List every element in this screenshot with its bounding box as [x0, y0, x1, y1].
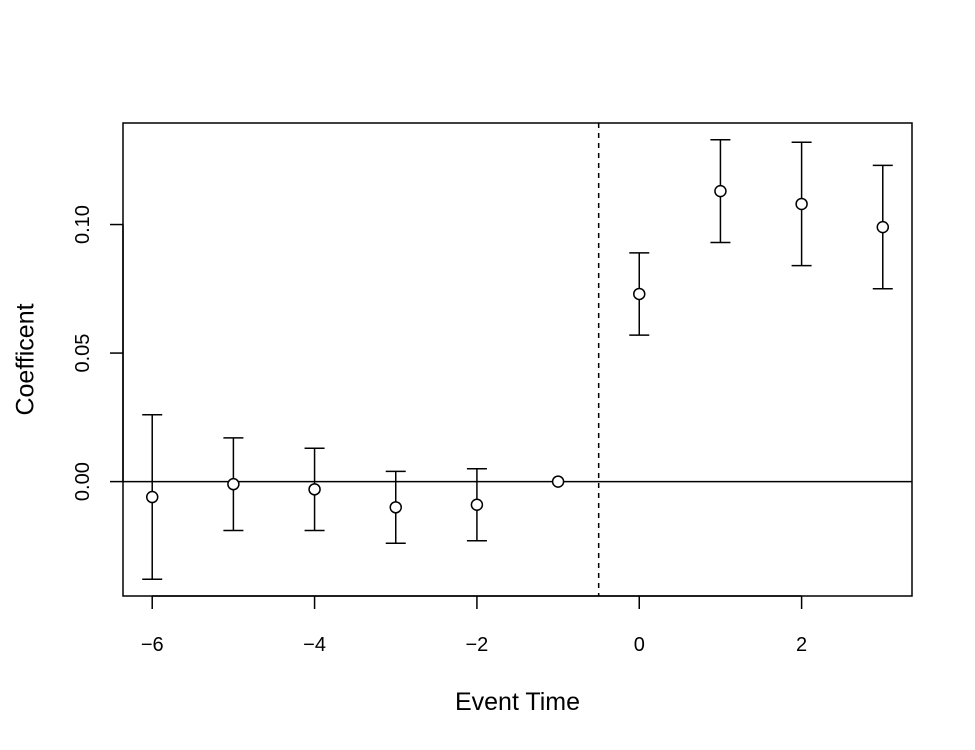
- data-point: [795, 197, 808, 211]
- x-axis-title: Event Time: [455, 688, 580, 716]
- y-axis-title: Coefficent: [12, 303, 40, 415]
- data-point: [551, 475, 565, 488]
- data-point: [876, 220, 890, 234]
- data-point: [633, 287, 646, 301]
- y-tick-label: 0.10: [72, 205, 94, 244]
- x-tick-label: 2: [796, 634, 807, 656]
- reference-lines: [123, 123, 912, 596]
- y-tick-label: 0.00: [72, 462, 94, 501]
- x-tick-label: −6: [141, 634, 164, 656]
- data-point: [227, 477, 240, 491]
- x-tick-label: −2: [466, 634, 489, 656]
- error-bars: [142, 138, 893, 581]
- data-point: [145, 490, 159, 504]
- x-tick-label: −4: [303, 634, 326, 656]
- data-point: [389, 501, 402, 514]
- x-tick-label: 0: [634, 634, 645, 656]
- data-points: [145, 184, 890, 514]
- x-axis: −6 −4 −2 0 2: [141, 595, 807, 656]
- data-point: [308, 483, 321, 496]
- data-point: [714, 184, 727, 198]
- data-point: [470, 498, 484, 511]
- y-tick-label: 0.05: [72, 334, 94, 373]
- y-axis: 0.00 0.05 0.10: [72, 205, 124, 501]
- plot-frame: [122, 122, 913, 597]
